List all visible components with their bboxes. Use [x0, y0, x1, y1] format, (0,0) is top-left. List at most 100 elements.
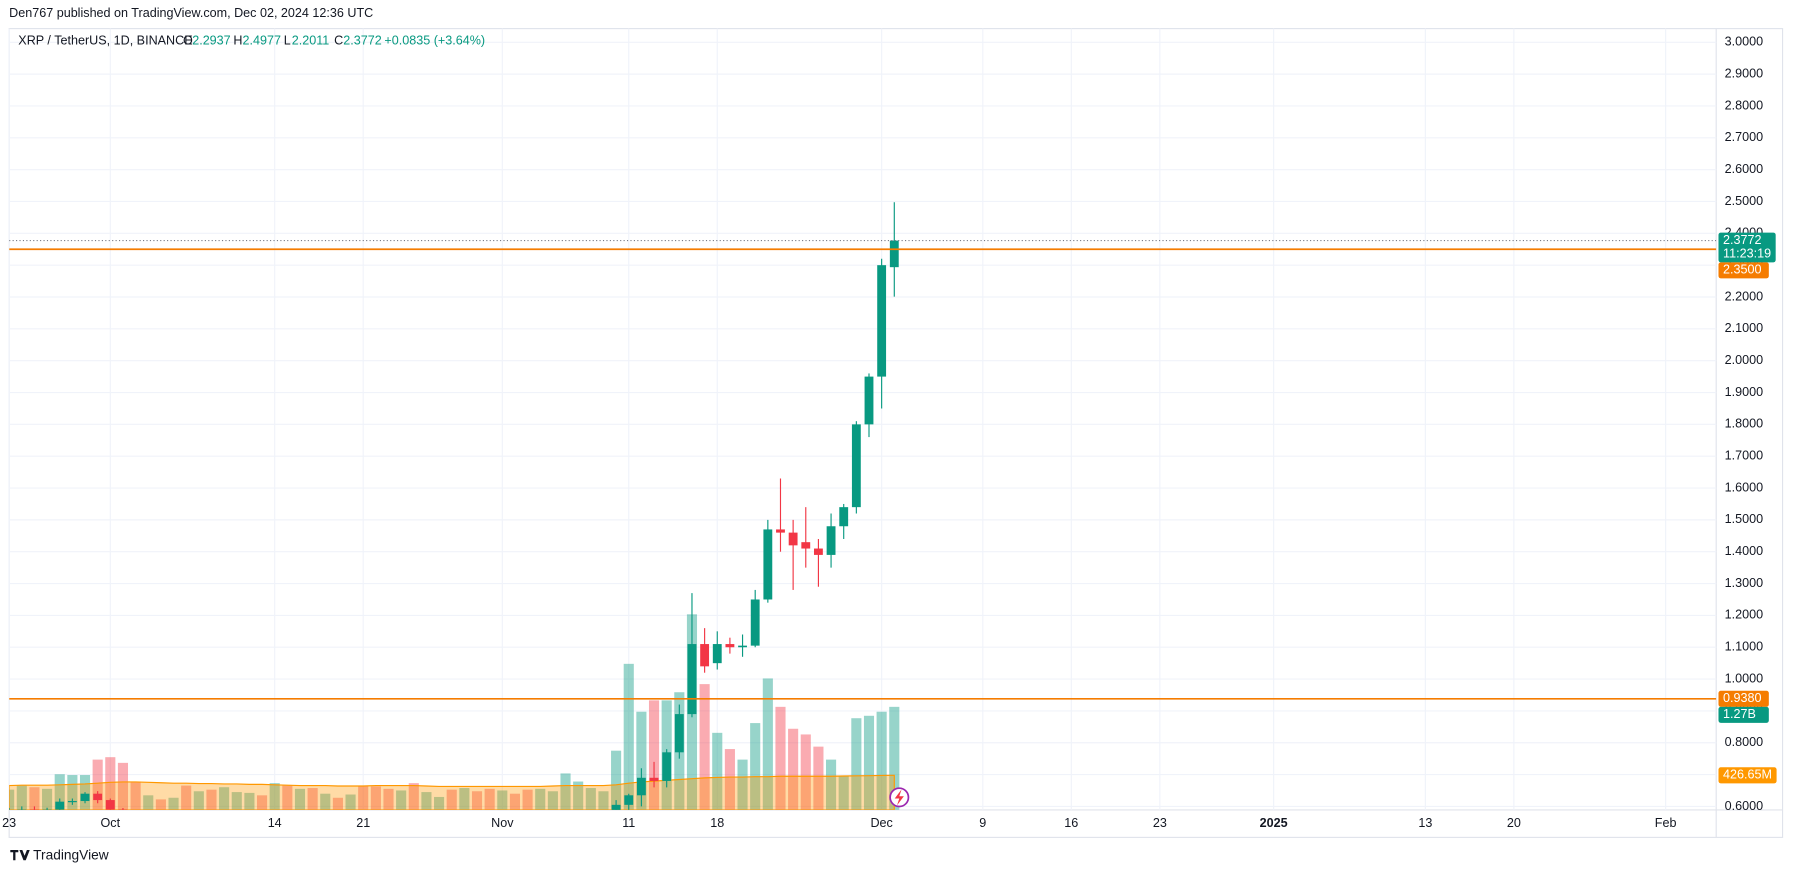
- volume-bar: [535, 788, 546, 810]
- volume-bar: [117, 762, 129, 810]
- ohlc-value: 2.2011: [292, 34, 330, 48]
- candle-body: [258, 826, 267, 827]
- volume-bar: [851, 718, 862, 810]
- volume-bar: [788, 728, 799, 810]
- candle-body: [877, 265, 887, 377]
- candle-body: [738, 645, 747, 648]
- hline-label: 0.9380: [1723, 691, 1761, 705]
- candle-body: [55, 801, 65, 810]
- hline-label: 2.3500: [1723, 263, 1761, 277]
- last-price-label: 2.3772: [1723, 233, 1761, 247]
- ohlc-letter: H: [233, 34, 242, 48]
- volume-bar: [358, 785, 369, 810]
- volume-bar: [181, 785, 192, 810]
- volume-bar: [611, 750, 622, 810]
- candle-body: [561, 822, 570, 835]
- volume-bar: [826, 759, 837, 810]
- candle-body: [801, 542, 811, 549]
- grid: [8, 28, 1717, 810]
- candle-body: [511, 835, 520, 837]
- x-tick-label: Nov: [491, 816, 514, 830]
- volume-bar: [396, 790, 407, 810]
- volume-bar: [497, 790, 508, 810]
- candle-body: [283, 824, 292, 826]
- volume-bar: [712, 732, 723, 810]
- price-label-box: [1718, 690, 1769, 707]
- candle-body: [687, 644, 697, 715]
- volume-bar: [863, 715, 875, 810]
- volume-bar: [800, 734, 811, 810]
- candle-body: [384, 831, 393, 832]
- volume-bar: [269, 783, 280, 810]
- volume-bar: [585, 788, 596, 810]
- volume-bar: [282, 785, 293, 810]
- change-label: +0.0835 (+3.64%): [384, 34, 485, 48]
- volume-bar: [256, 795, 268, 810]
- volume-bar: [699, 684, 710, 810]
- volume-bar: [724, 749, 735, 810]
- y-tick-label: 2.1000: [1725, 321, 1763, 335]
- candle-body: [548, 835, 557, 837]
- y-tick-label: 1.7000: [1725, 449, 1763, 463]
- volume-bar: [737, 759, 748, 810]
- candle-body: [422, 833, 431, 834]
- axes: 0.60000.70000.80000.90001.00001.10001.20…: [2, 35, 1777, 830]
- candle-body: [826, 526, 836, 555]
- brand-name: TradingView: [33, 847, 109, 862]
- candle-body: [460, 832, 469, 835]
- x-tick-label: 13: [1418, 816, 1432, 830]
- ohlc-letter: C: [334, 34, 343, 48]
- volume-bar: [775, 706, 786, 810]
- ohlc-letter: O: [183, 34, 193, 48]
- price-label-box: [1718, 767, 1777, 784]
- volume-bar: [762, 678, 773, 810]
- volume-bar: [155, 799, 166, 810]
- volume-bar: [143, 795, 154, 810]
- candle-body: [169, 827, 178, 828]
- candle-body: [435, 832, 444, 833]
- y-tick-label: 2.7000: [1725, 130, 1763, 144]
- volume-bar: [92, 759, 103, 810]
- x-tick-label: 21: [356, 816, 370, 830]
- candle-body: [156, 827, 165, 828]
- candle-body: [194, 828, 203, 829]
- y-tick-label: 0.8000: [1725, 735, 1763, 749]
- volume-bar: [29, 787, 40, 810]
- candle-body: [485, 833, 494, 836]
- candle-body: [296, 823, 305, 825]
- candle-body: [308, 823, 317, 825]
- x-tick-label: 11: [622, 816, 635, 830]
- x-tick-label: 2025: [1260, 816, 1288, 830]
- candle-body: [105, 800, 115, 810]
- published-note: Den767 published on TradingView.com, Dec…: [9, 6, 373, 20]
- volume-bar: [750, 723, 761, 810]
- candle-body: [473, 832, 482, 834]
- countdown-label: 11:23:19: [1723, 247, 1771, 261]
- candle-body: [17, 809, 27, 810]
- candle-body: [813, 548, 823, 555]
- y-tick-label: 2.5000: [1725, 194, 1763, 208]
- volume-bar: [522, 789, 533, 810]
- legend: XRP / TetherUS, 1D, BINANCE O 2.2937 H 2…: [18, 34, 485, 48]
- volume-bar: [67, 775, 78, 810]
- y-tick-label: 2.8000: [1725, 98, 1763, 112]
- volume-bar: [320, 793, 331, 810]
- x-tick-label: 23: [1153, 816, 1167, 830]
- candle-body: [788, 532, 798, 546]
- y-tick-label: 2.6000: [1725, 162, 1763, 176]
- candle-body: [144, 827, 153, 830]
- volume-bar: [42, 788, 53, 810]
- candle-body: [182, 827, 191, 829]
- y-tick-label: 1.9000: [1725, 385, 1763, 399]
- volume-ma-label: 426.65M: [1723, 768, 1772, 782]
- x-tick-label: Dec: [870, 816, 892, 830]
- volume-bar: [206, 789, 217, 810]
- volume-bar: [370, 786, 381, 810]
- volume-bar: [231, 792, 242, 810]
- volume-bar: [383, 788, 394, 810]
- x-tick-label: 9: [979, 816, 986, 830]
- candle-body: [498, 835, 507, 837]
- candle-body: [220, 830, 229, 831]
